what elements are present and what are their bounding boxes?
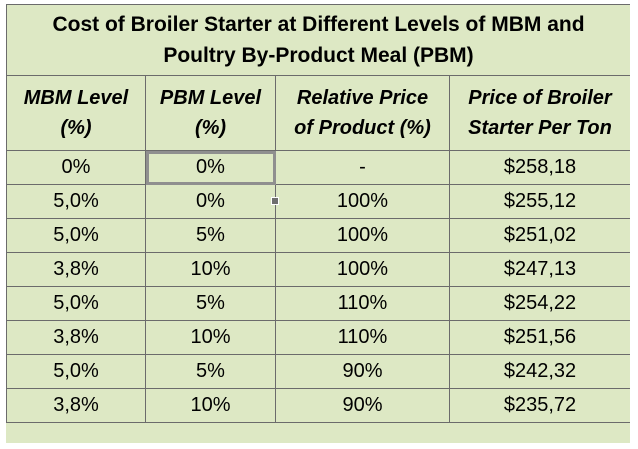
cell-pbm-level[interactable]: 5% xyxy=(145,218,276,253)
cell-pbm-level[interactable]: 10% xyxy=(145,252,276,287)
table-row: 5,0% 5% 100% $251,02 xyxy=(6,218,631,253)
cell-relative-price[interactable]: 100% xyxy=(275,218,450,253)
cell-mbm-level[interactable]: 5,0% xyxy=(6,218,146,253)
cell-relative-price[interactable]: 110% xyxy=(275,286,450,321)
table-row: 5,0% 0% 100% $255,12 xyxy=(6,184,631,219)
cell-price-per-ton[interactable]: $254,22 xyxy=(449,286,631,321)
cell-mbm-level[interactable]: 5,0% xyxy=(6,286,146,321)
cell-mbm-level[interactable]: 3,8% xyxy=(6,252,146,287)
header-label-line-2: (%) xyxy=(60,117,92,139)
table-row: 3,8% 10% 110% $251,56 xyxy=(6,320,631,355)
cell-price-per-ton[interactable]: $235,72 xyxy=(449,388,631,423)
cell-relative-price[interactable]: 90% xyxy=(275,388,450,423)
cell-pbm-level-selected[interactable]: 0% xyxy=(145,150,276,185)
header-label-line-2: of Product (%) xyxy=(294,117,431,139)
cell-price-per-ton[interactable]: $247,13 xyxy=(449,252,631,287)
header-label-line-1: Price of Broiler xyxy=(468,87,612,109)
fill-handle[interactable] xyxy=(271,197,279,205)
cell-price-per-ton[interactable]: $251,56 xyxy=(449,320,631,355)
cell-pbm-level[interactable]: 5% xyxy=(145,354,276,389)
cell-mbm-level[interactable]: 0% xyxy=(6,150,146,185)
header-label-line-1: MBM Level xyxy=(23,87,129,109)
table-title-cell[interactable]: Cost of Broiler Starter at Different Lev… xyxy=(6,4,631,76)
cell-pbm-level[interactable]: 5% xyxy=(145,286,276,321)
cell-relative-price[interactable]: 110% xyxy=(275,320,450,355)
cell-mbm-level[interactable]: 3,8% xyxy=(6,320,146,355)
cell-pbm-level[interactable]: 0% xyxy=(145,184,276,219)
cell-price-per-ton[interactable]: $251,02 xyxy=(449,218,631,253)
header-label-line-2: (%) xyxy=(194,117,227,139)
cell-relative-price[interactable]: 90% xyxy=(275,354,450,389)
table-row: 5,0% 5% 110% $254,22 xyxy=(6,286,631,321)
cell-mbm-level[interactable]: 5,0% xyxy=(6,184,146,219)
sheet-margin-bottom xyxy=(0,443,638,449)
table-row: 3,8% 10% 100% $247,13 xyxy=(6,252,631,287)
data-table: Cost of Broiler Starter at Different Lev… xyxy=(6,4,631,423)
header-label-line-1: Relative Price xyxy=(296,87,429,109)
header-label-line-1: PBM Level xyxy=(159,87,262,109)
table-title-line-2: Poultry By-Product Meal (PBM) xyxy=(163,44,474,67)
header-row: MBM Level (%) PBM Level (%) Relative Pri… xyxy=(6,75,631,151)
header-cell-pbm-level[interactable]: PBM Level (%) xyxy=(145,75,276,151)
table-row: 0% 0% - $258,18 xyxy=(6,150,631,185)
sheet-margin-left xyxy=(0,0,6,449)
cell-price-per-ton[interactable]: $242,32 xyxy=(449,354,631,389)
header-cell-relative-price[interactable]: Relative Price of Product (%) xyxy=(275,75,450,151)
table-title-line-1: Cost of Broiler Starter at Different Lev… xyxy=(52,13,585,36)
header-label-line-2: Starter Per Ton xyxy=(468,117,612,139)
cell-relative-price[interactable]: 100% xyxy=(275,252,450,287)
cell-relative-price[interactable]: 100% xyxy=(275,184,450,219)
sheet-margin-right xyxy=(630,0,638,449)
cell-mbm-level[interactable]: 5,0% xyxy=(6,354,146,389)
cell-price-per-ton[interactable]: $255,12 xyxy=(449,184,631,219)
cell-pbm-level[interactable]: 10% xyxy=(145,320,276,355)
cell-mbm-level[interactable]: 3,8% xyxy=(6,388,146,423)
header-cell-mbm-level[interactable]: MBM Level (%) xyxy=(6,75,146,151)
title-row: Cost of Broiler Starter at Different Lev… xyxy=(6,4,631,76)
header-cell-price-per-ton[interactable]: Price of Broiler Starter Per Ton xyxy=(449,75,631,151)
sheet-margin-top xyxy=(0,0,638,4)
cell-pbm-level[interactable]: 10% xyxy=(145,388,276,423)
cell-price-per-ton[interactable]: $258,18 xyxy=(449,150,631,185)
table-row: 5,0% 5% 90% $242,32 xyxy=(6,354,631,389)
cell-relative-price[interactable]: - xyxy=(275,150,450,185)
table-row: 3,8% 10% 90% $235,72 xyxy=(6,388,631,423)
